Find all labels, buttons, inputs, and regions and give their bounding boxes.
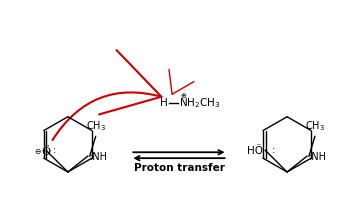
- Text: :NH: :NH: [309, 152, 327, 162]
- Text: $\oplus$: $\oplus$: [180, 91, 187, 100]
- Text: $\ominus$: $\ominus$: [34, 147, 42, 156]
- Text: Proton transfer: Proton transfer: [134, 163, 225, 173]
- FancyArrowPatch shape: [53, 50, 162, 140]
- Text: :: :: [272, 145, 275, 155]
- FancyArrowPatch shape: [169, 69, 194, 94]
- Text: $\mathregular{\ddot{O}}$: $\mathregular{\ddot{O}}$: [41, 143, 51, 158]
- Text: CH$_3$: CH$_3$: [85, 119, 106, 133]
- Text: NH$_2$CH$_3$: NH$_2$CH$_3$: [179, 96, 220, 110]
- Text: HÖ: HÖ: [247, 146, 263, 156]
- Text: :NH: :NH: [90, 152, 108, 162]
- Text: H: H: [160, 98, 168, 108]
- Text: :: :: [53, 145, 57, 155]
- Text: CH$_3$: CH$_3$: [305, 119, 325, 133]
